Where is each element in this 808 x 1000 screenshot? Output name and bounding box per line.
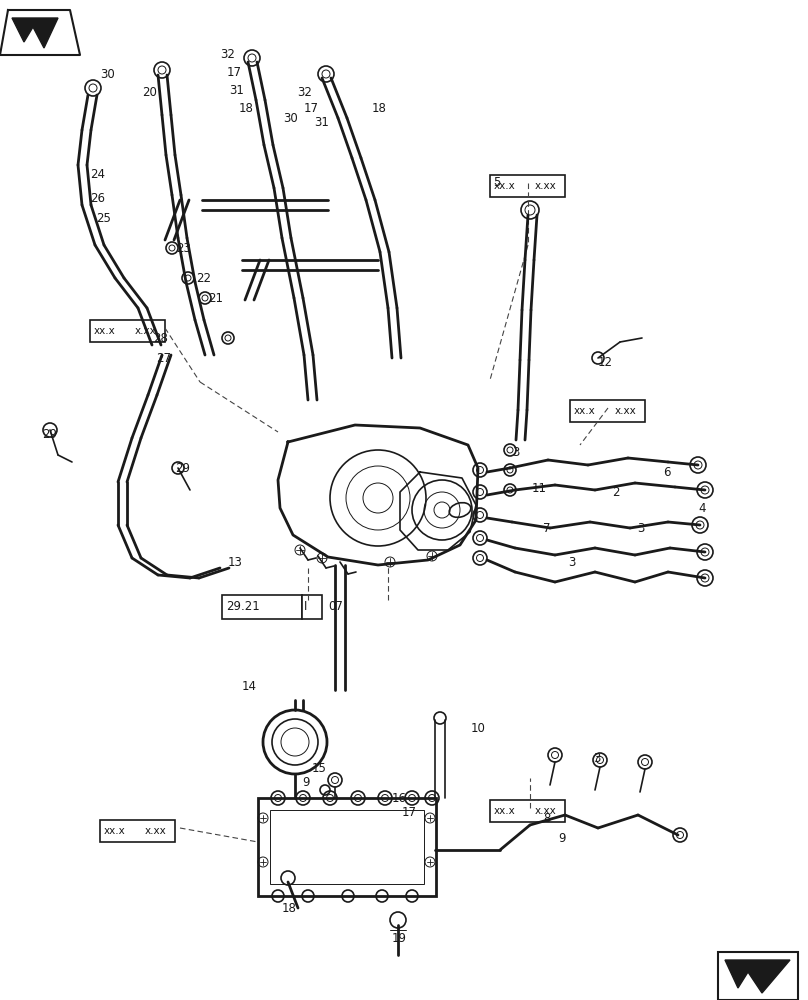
Text: 18: 18 [282,902,297,914]
Text: xx.x: xx.x [494,806,516,816]
Text: 14: 14 [242,680,257,692]
Text: 16: 16 [392,792,407,804]
Text: 3: 3 [593,752,600,764]
Text: 30: 30 [100,68,115,82]
Text: 17: 17 [304,102,319,114]
Text: 6: 6 [663,466,671,480]
Text: 18: 18 [239,102,254,114]
Bar [270,810,424,884]
Text: 31: 31 [229,84,244,97]
Text: xx.x: xx.x [104,826,126,836]
Text: 07: 07 [328,600,343,613]
Bar [302,595,322,619]
Text: 7: 7 [543,522,550,534]
Text: x.xx: x.xx [135,326,157,336]
Text: 12: 12 [598,356,613,368]
Text: 31: 31 [314,116,329,129]
Text: 10: 10 [471,722,486,734]
Text: 20: 20 [142,87,157,100]
Text: x.xx: x.xx [535,806,557,816]
Bar [490,175,565,197]
Text: 19: 19 [392,932,407,944]
Bar [100,820,175,842]
Text: 22: 22 [196,271,211,284]
Text: 27: 27 [156,352,171,364]
Text: 3: 3 [568,556,575,570]
Text: 23: 23 [176,241,191,254]
Text: 9: 9 [558,832,566,844]
Text: 29: 29 [42,428,57,442]
Bar [490,800,565,822]
Text: 21: 21 [208,292,223,304]
Text: 3: 3 [512,446,520,460]
Text: 8: 8 [543,812,550,824]
Text: 28: 28 [153,332,168,344]
Text: 32: 32 [297,86,312,99]
Text: 11: 11 [532,482,547,494]
Text: I: I [304,600,307,613]
Text: 15: 15 [312,762,327,774]
Text: 26: 26 [90,192,105,205]
Bar [90,320,165,342]
Text: 18: 18 [372,102,387,114]
Text: 17: 17 [227,66,242,79]
Bar [222,595,302,619]
Polygon shape [0,10,80,55]
Text: 29.21: 29.21 [226,600,259,613]
Text: 25: 25 [96,212,111,225]
Bar [570,400,645,422]
Polygon shape [12,18,58,48]
Text: xx.x: xx.x [574,406,595,416]
Text: 4: 4 [698,502,705,514]
Text: 24: 24 [90,168,105,182]
Text: 3: 3 [637,522,644,534]
Text: x.xx: x.xx [535,181,557,191]
Bar [718,952,798,1000]
Text: 30: 30 [283,111,298,124]
Polygon shape [725,960,790,993]
Text: 32: 32 [220,48,235,62]
Text: x.xx: x.xx [615,406,637,416]
Text: 9: 9 [302,776,309,790]
Text: 13: 13 [228,556,243,570]
Text: 17: 17 [402,806,417,820]
Text: 5: 5 [493,176,500,188]
Text: 2: 2 [612,487,620,499]
Text: x.xx: x.xx [145,826,166,836]
Bar [258,798,436,896]
Text: xx.x: xx.x [494,181,516,191]
Text: xx.x: xx.x [94,326,116,336]
Text: 29: 29 [175,462,190,475]
